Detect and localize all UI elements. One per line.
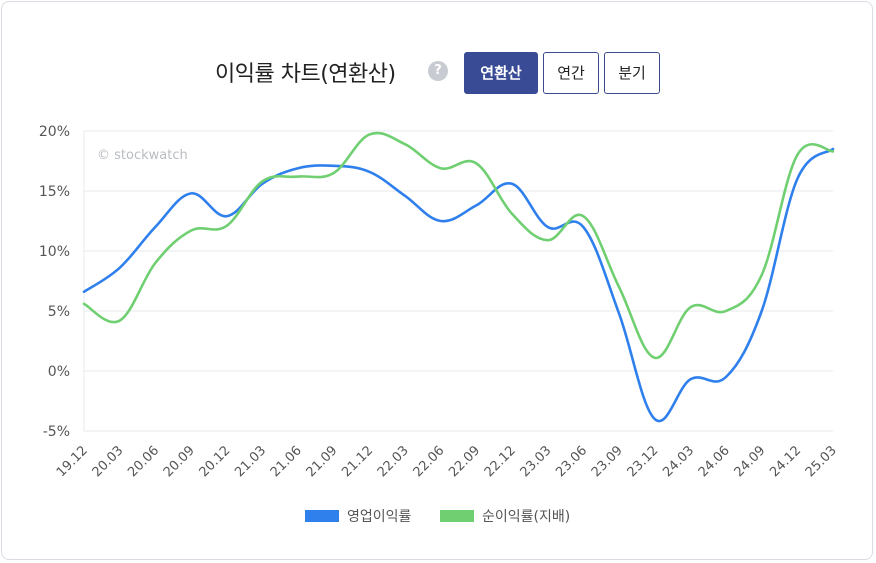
legend-swatch-net xyxy=(440,510,474,522)
x-tick-label: 21.03 xyxy=(232,443,269,480)
y-tick-label: -5% xyxy=(43,424,70,440)
x-tick-label: 22.03 xyxy=(375,443,412,480)
x-tick-label: 23.03 xyxy=(518,443,555,480)
x-tick-label: 20.12 xyxy=(197,443,234,480)
x-tick-label: 22.12 xyxy=(482,443,519,480)
y-tick-label: 0% xyxy=(48,364,70,380)
x-tick-label: 24.03 xyxy=(660,443,697,480)
x-tick-label: 21.12 xyxy=(339,443,376,480)
y-tick-label: 5% xyxy=(48,304,70,320)
chart-legend: 영업이익률 순이익률(지배) xyxy=(0,506,876,526)
legend-label-operating: 영업이익률 xyxy=(347,509,412,525)
x-tick-label: 24.12 xyxy=(767,443,804,480)
series-line-net xyxy=(82,131,835,360)
tab-annualized[interactable]: 연환산 xyxy=(464,52,538,94)
x-tick-label: 21.06 xyxy=(268,443,305,480)
x-tick-label: 21.09 xyxy=(304,443,341,480)
legend-label-net: 순이익률(지배) xyxy=(482,509,571,525)
y-tick-label: 20% xyxy=(39,124,70,140)
x-tick-label: 20.06 xyxy=(125,443,162,480)
x-tick-label: 23.12 xyxy=(625,443,662,480)
x-tick-label: 24.09 xyxy=(732,443,769,480)
x-tick-label: 25.03 xyxy=(803,443,840,480)
x-tick-label: 22.09 xyxy=(446,443,483,480)
x-tick-label: 22.06 xyxy=(411,443,448,480)
x-tick-label: 23.06 xyxy=(553,443,590,480)
x-tick-label: 20.03 xyxy=(90,443,127,480)
tab-quarterly[interactable]: 분기 xyxy=(604,52,660,94)
y-tick-label: 10% xyxy=(39,244,70,260)
tab-annual[interactable]: 연간 xyxy=(543,52,599,94)
legend-swatch-operating xyxy=(305,510,339,522)
chart-header: 이익률 차트(연환산) ? 연환산 연간 분기 xyxy=(0,52,876,94)
x-tick-label: 24.06 xyxy=(696,443,733,480)
watermark: © stockwatch xyxy=(97,148,188,163)
y-tick-label: 15% xyxy=(39,184,70,200)
series-line-operating xyxy=(82,147,835,423)
legend-item-operating[interactable]: 영업이익률 xyxy=(305,506,411,526)
x-tick-label: 20.09 xyxy=(161,443,198,480)
line-chart: 20%15%10%5%0%-5%© stockwatch19.1220.0320… xyxy=(39,124,840,480)
x-tick-label: 23.09 xyxy=(589,443,626,480)
chart-title: 이익률 차트(연환산) xyxy=(215,62,396,87)
x-tick-label: 19.12 xyxy=(54,443,91,480)
question-icon[interactable]: ? xyxy=(428,61,448,81)
legend-item-net[interactable]: 순이익률(지배) xyxy=(440,506,570,526)
